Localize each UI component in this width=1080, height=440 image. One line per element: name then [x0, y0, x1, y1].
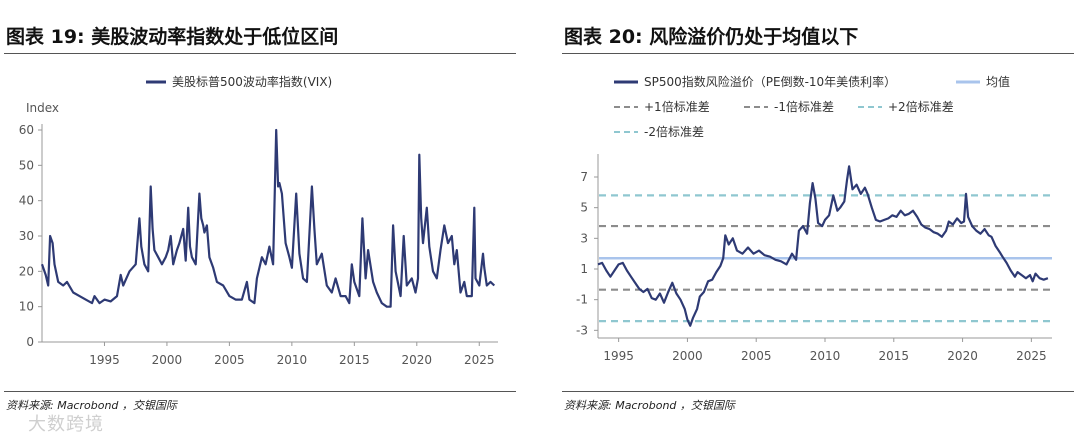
y-tick-label: -1 [576, 293, 588, 307]
title-divider [4, 53, 516, 54]
vix-chart: 0 10 20 30 40 50 60 1995 2000 2005 2010 2015 2020 202… [19, 74, 498, 367]
chart-title: 图表 19: 美股波动率指数处于低位区间 [6, 26, 339, 48]
x-tick-label: 2025 [464, 353, 495, 367]
y-tick-label: 7 [580, 170, 588, 184]
x-tick-label: 1995 [89, 353, 120, 367]
y-tick-label: -3 [576, 323, 588, 337]
risk-premium-chart: -3 -1 1 3 5 7 1995 2000 2005 2010 2015 2020 2025 SP50… [576, 74, 1052, 363]
x-tick-label: 2010 [277, 353, 308, 367]
chart-panel-risk-premium: 图表 20: 风险溢价仍处于均值以下 -3 -1 1 3 5 7 1995 2000 2005 2… [558, 0, 1078, 440]
y-axis-label: Index [26, 101, 59, 115]
chart-panel-vix: 图表 19: 美股波动率指数处于低位区间 0 10 20 30 40 50 60 1995 20… [0, 0, 520, 440]
chart-title: 图表 20: 风险溢价仍处于均值以下 [564, 26, 859, 48]
y-tick-label: 50 [19, 158, 34, 172]
y-tick-label: 60 [19, 123, 34, 137]
y-tick-label: 10 [19, 300, 34, 314]
footer-divider [4, 391, 516, 392]
y-tick-label: 5 [580, 201, 588, 215]
legend-label: +2倍标准差 [888, 99, 954, 114]
risk-premium-series-line [597, 165, 1049, 327]
title-divider [562, 53, 1074, 54]
y-tick-label: 20 [19, 264, 34, 278]
legend-label: +1倍标准差 [644, 99, 710, 114]
legend-label: 美股标普500波动率指数(VIX) [172, 74, 332, 89]
x-tick-label: 2005 [741, 349, 772, 363]
source-note: 资料来源: Macrobond ，交银国际 [6, 399, 177, 412]
x-tick-label: 2015 [339, 353, 370, 367]
watermark-logo: 大数跨境 [28, 414, 104, 435]
y-tick-label: 1 [580, 262, 588, 276]
x-tick-label: 2010 [810, 349, 841, 363]
x-tick-label: 2000 [152, 353, 183, 367]
legend-label: 均值 [986, 74, 1010, 89]
legend-label: -2倍标准差 [644, 124, 704, 139]
x-tick-label: 2005 [214, 353, 245, 367]
y-tick-label: 0 [26, 335, 34, 349]
legend-label: -1倍标准差 [774, 99, 834, 114]
source-note: 资料来源: Macrobond ，交银国际 [564, 399, 735, 412]
x-tick-label: 2015 [879, 349, 910, 363]
x-tick-label: 2000 [672, 349, 703, 363]
footer-divider [562, 391, 1074, 392]
vix-series-line [40, 128, 496, 308]
legend-label: SP500指数风险溢价（PE倒数-10年美债利率） [644, 74, 896, 89]
y-tick-label: 30 [19, 229, 34, 243]
x-tick-label: 2025 [1016, 349, 1047, 363]
y-tick-label: 40 [19, 194, 34, 208]
x-tick-label: 1995 [603, 349, 634, 363]
x-tick-label: 2020 [402, 353, 433, 367]
y-tick-label: 3 [580, 231, 588, 245]
x-tick-label: 2020 [947, 349, 978, 363]
